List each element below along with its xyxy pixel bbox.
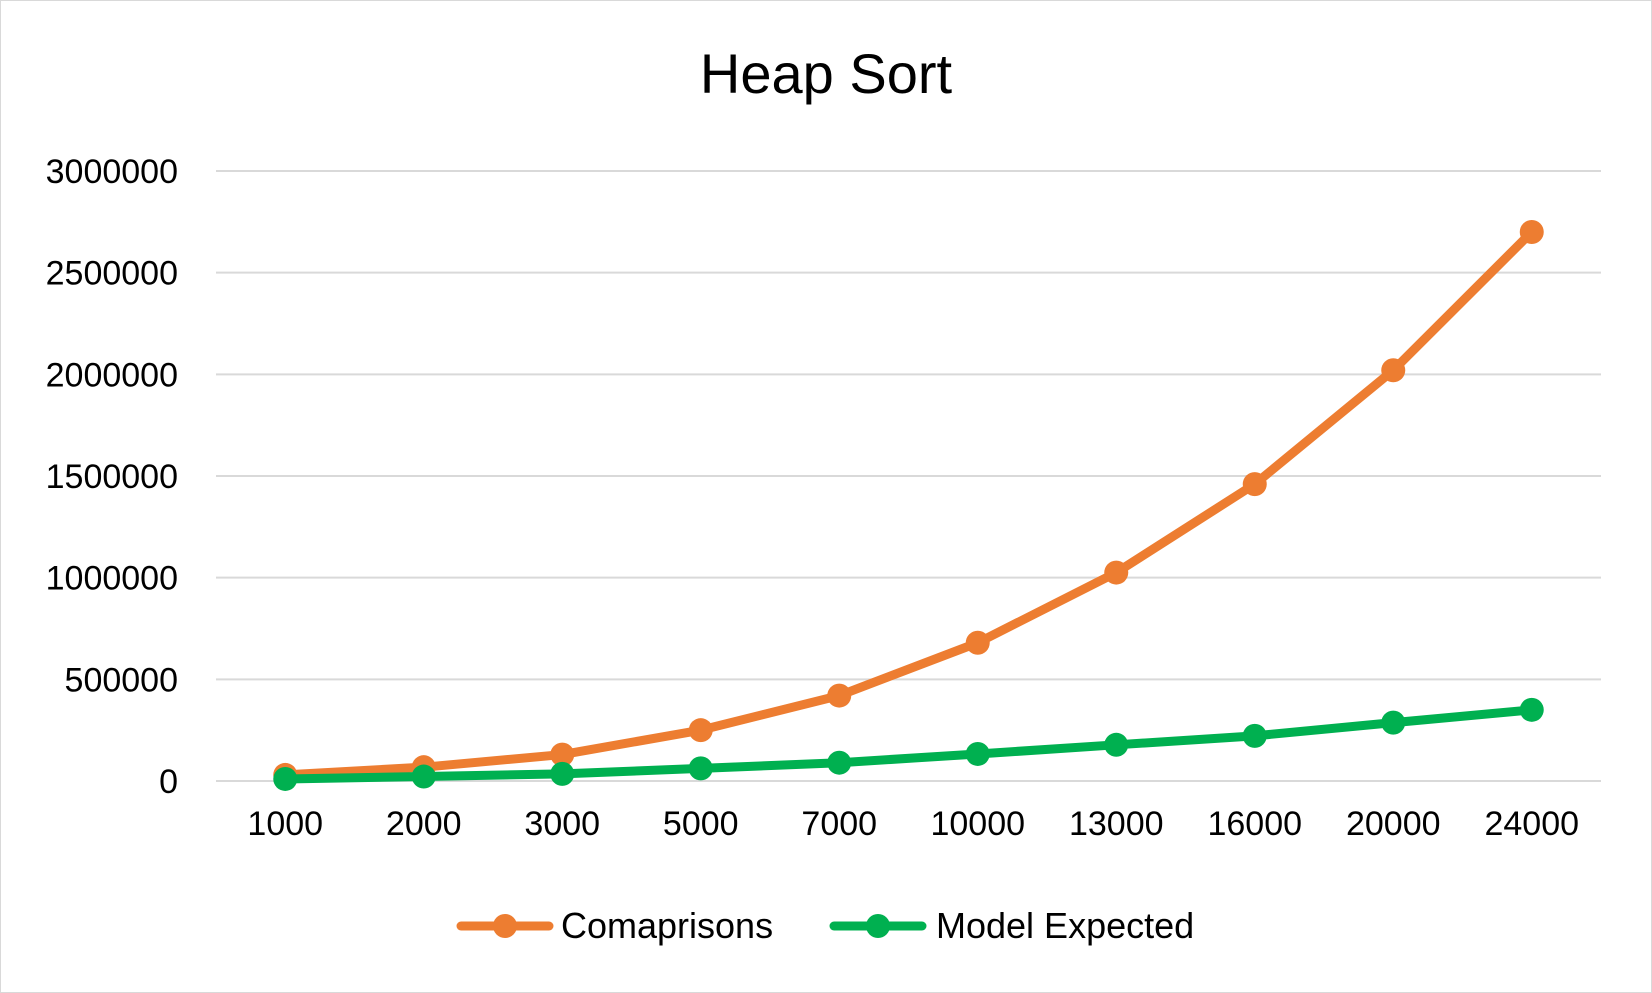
y-tick-label: 3000000	[46, 153, 178, 191]
data-point	[688, 756, 713, 781]
legend-swatch-marker	[866, 914, 890, 938]
data-point	[1242, 723, 1267, 748]
y-tick-label: 1000000	[46, 560, 178, 598]
data-point	[827, 683, 852, 708]
data-point	[1519, 697, 1544, 722]
y-tick-label: 1500000	[46, 458, 178, 496]
x-tick-label: 10000	[930, 805, 1025, 843]
series-line	[280, 227, 1537, 780]
data-point	[550, 761, 575, 786]
data-point	[1104, 560, 1129, 585]
data-point	[965, 630, 990, 655]
data-point	[1381, 358, 1406, 383]
x-tick-label: 3000	[524, 805, 600, 843]
x-tick-label: 1000	[247, 805, 323, 843]
y-tick-label: 2000000	[46, 356, 178, 394]
data-point	[1381, 710, 1406, 735]
x-tick-label: 5000	[663, 805, 739, 843]
x-tick-label: 13000	[1069, 805, 1164, 843]
data-point	[965, 741, 990, 766]
data-point	[1242, 472, 1267, 497]
data-point	[411, 764, 436, 789]
x-tick-label: 16000	[1207, 805, 1302, 843]
x-tick-label: 20000	[1346, 805, 1441, 843]
y-tick-label: 500000	[65, 661, 178, 699]
legend-label: Comaprisons	[561, 905, 773, 946]
data-point	[827, 750, 852, 775]
data-point	[1519, 220, 1544, 244]
data-point	[550, 742, 575, 767]
data-point	[1104, 732, 1129, 757]
x-tick-label: 24000	[1484, 805, 1579, 843]
y-tick-label: 0	[159, 763, 178, 801]
x-tick-label: 2000	[386, 805, 462, 843]
chart-title: Heap Sort	[699, 42, 953, 105]
legend-label: Model Expected	[936, 905, 1194, 946]
legend-swatch-marker	[493, 914, 517, 938]
data-point	[688, 718, 713, 743]
x-tick-label: 7000	[801, 805, 877, 843]
y-tick-label: 2500000	[46, 255, 178, 293]
data-point	[273, 766, 298, 791]
series-line	[280, 705, 1537, 784]
